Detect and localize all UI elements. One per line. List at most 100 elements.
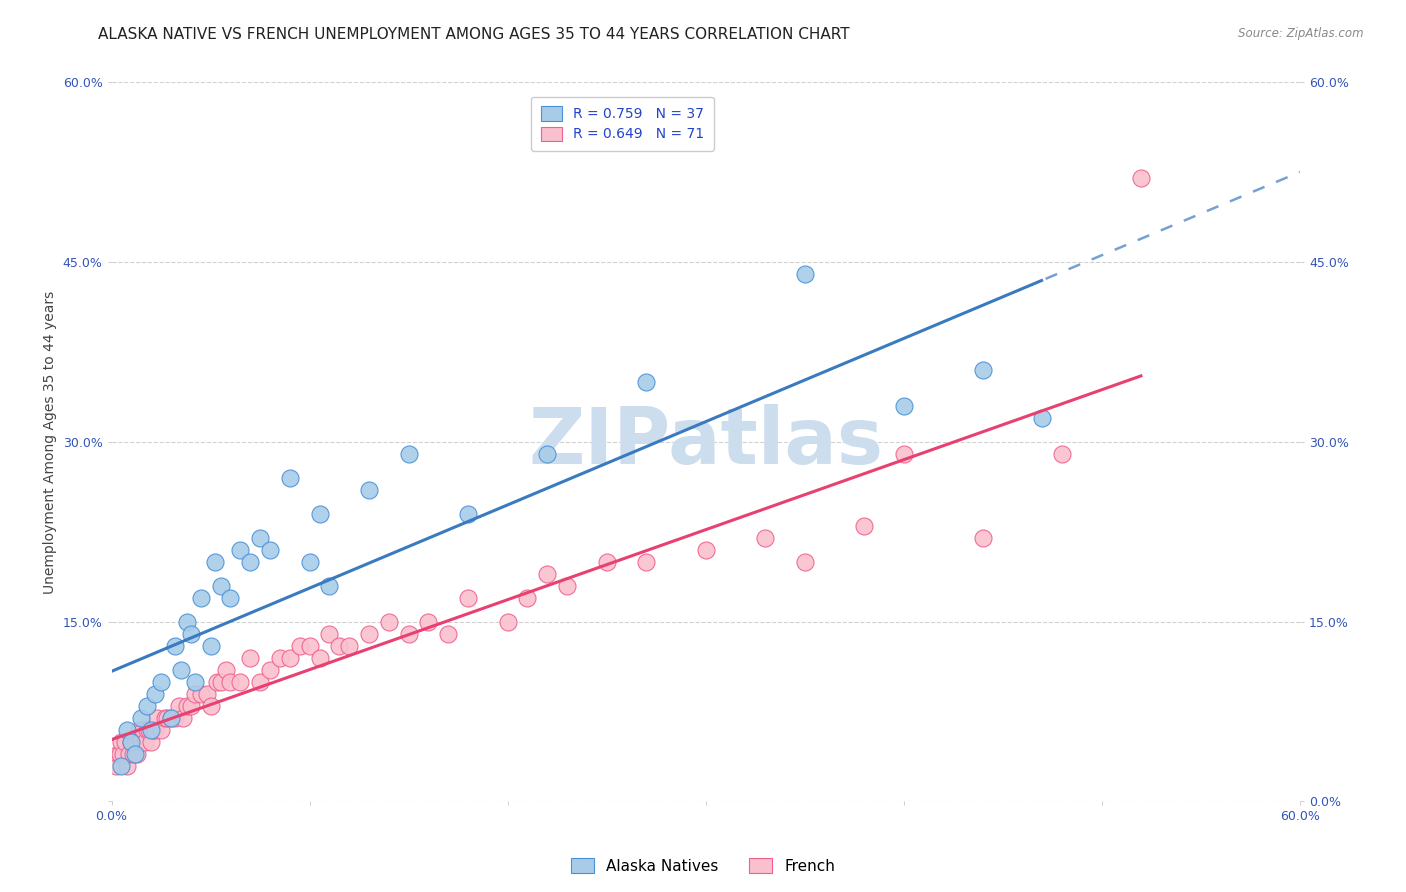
Point (138, 723, 160, 737)
Point (180, 698, 202, 713)
Point (636, 555, 658, 569)
Point (457, 507, 479, 521)
Text: ALASKA NATIVE VS FRENCH UNEMPLOYMENT AMONG AGES 35 TO 44 YEARS CORRELATION CHART: ALASKA NATIVE VS FRENCH UNEMPLOYMENT AMO… (98, 27, 851, 42)
Text: ZIPatlas: ZIPatlas (529, 404, 883, 480)
Point (150, 674, 173, 689)
Point (134, 734, 156, 748)
Point (318, 626, 340, 640)
Point (124, 747, 146, 761)
Point (219, 674, 242, 689)
Point (278, 650, 301, 665)
Point (180, 626, 202, 640)
Point (163, 639, 186, 653)
Point (249, 531, 271, 545)
Y-axis label: Unemployment Among Ages 35 to 44 years: Unemployment Among Ages 35 to 44 years (44, 290, 58, 593)
Point (298, 639, 321, 653)
Legend: R = 0.759   N = 37, R = 0.649   N = 71: R = 0.759 N = 37, R = 0.649 N = 71 (531, 96, 714, 151)
Point (114, 734, 136, 748)
Point (398, 626, 420, 640)
Point (1052, 447, 1074, 461)
Point (129, 710, 152, 724)
Point (636, 375, 658, 389)
Point (853, 518, 876, 533)
Point (120, 734, 142, 748)
Point (536, 566, 558, 581)
Point (190, 591, 212, 605)
Point (118, 747, 141, 761)
Point (205, 674, 228, 689)
Point (107, 747, 129, 761)
Point (209, 579, 232, 593)
Point (167, 698, 190, 713)
Point (972, 531, 994, 545)
Point (160, 710, 183, 724)
Point (972, 363, 994, 377)
Point (318, 579, 340, 593)
Point (337, 639, 360, 653)
Text: Source: ZipAtlas.com: Source: ZipAtlas.com (1239, 27, 1364, 40)
Point (104, 758, 127, 772)
Point (259, 663, 281, 677)
Point (122, 747, 145, 761)
Point (215, 663, 238, 677)
Legend: Alaska Natives, French: Alaska Natives, French (565, 852, 841, 880)
Point (176, 615, 198, 629)
Point (112, 747, 135, 761)
Point (184, 674, 207, 689)
Point (142, 723, 165, 737)
Point (239, 650, 262, 665)
Point (124, 734, 146, 748)
Point (298, 555, 321, 569)
Point (120, 734, 142, 748)
Point (153, 710, 176, 724)
Point (136, 723, 159, 737)
Point (793, 267, 815, 281)
Point (269, 650, 291, 665)
Point (136, 698, 159, 713)
Point (163, 710, 186, 724)
Point (150, 723, 173, 737)
Point (209, 674, 232, 689)
Point (457, 591, 479, 605)
Point (108, 747, 131, 761)
Point (110, 758, 132, 772)
Point (128, 723, 150, 737)
Point (239, 555, 262, 569)
Point (204, 555, 226, 569)
Point (170, 663, 193, 677)
Point (893, 399, 915, 413)
Point (156, 710, 179, 724)
Point (357, 483, 380, 497)
Point (184, 687, 207, 701)
Point (357, 626, 380, 640)
Point (754, 531, 776, 545)
Point (219, 591, 242, 605)
Point (308, 650, 330, 665)
Point (190, 687, 212, 701)
Point (893, 447, 915, 461)
Point (195, 687, 218, 701)
Point (127, 747, 149, 761)
Point (143, 687, 166, 701)
Point (172, 710, 194, 724)
Point (259, 542, 281, 557)
Point (288, 639, 311, 653)
Point (229, 674, 252, 689)
Point (117, 723, 139, 737)
Point (141, 734, 163, 748)
Point (132, 723, 155, 737)
Point (160, 710, 183, 724)
Point (555, 579, 578, 593)
Point (176, 698, 198, 713)
Point (496, 615, 519, 629)
Point (200, 639, 222, 653)
Point (308, 507, 330, 521)
Point (793, 555, 815, 569)
Point (536, 447, 558, 461)
Point (110, 734, 132, 748)
Point (328, 639, 350, 653)
Point (229, 542, 252, 557)
Point (129, 734, 152, 748)
Point (200, 698, 222, 713)
Point (141, 723, 163, 737)
